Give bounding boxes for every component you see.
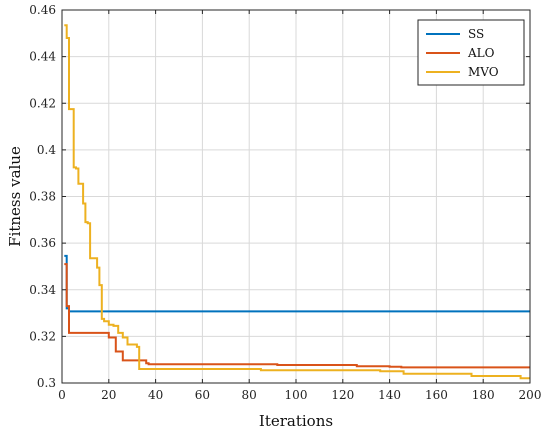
series-line-ss <box>64 254 530 313</box>
legend-label-alo: ALO <box>467 46 495 60</box>
legend: SS ALO MVO <box>417 19 525 86</box>
x-tick-label: 160 <box>425 388 448 402</box>
x-tick-label: 140 <box>378 388 401 402</box>
x-tick-label: 40 <box>148 388 163 402</box>
x-axis-label: Iterations <box>259 412 333 430</box>
series-lines <box>64 24 530 380</box>
y-tick-label: 0.44 <box>29 50 56 64</box>
x-tick-label: 0 <box>58 388 66 402</box>
legend-label-mvo: MVO <box>468 65 499 79</box>
x-tick-label: 20 <box>101 388 116 402</box>
y-tick-label: 0.46 <box>29 3 56 17</box>
x-tick-label: 180 <box>472 388 495 402</box>
y-tick-label: 0.34 <box>29 283 56 297</box>
x-tick-label: 200 <box>519 388 542 402</box>
series-line-alo <box>64 263 530 369</box>
x-tick-label: 100 <box>285 388 308 402</box>
x-tick-label: 80 <box>242 388 257 402</box>
legend-label-ss: SS <box>468 27 484 41</box>
y-tick-label: 0.42 <box>29 96 56 110</box>
y-tick-label: 0.3 <box>37 376 56 390</box>
y-tick-label: 0.38 <box>29 190 56 204</box>
x-tick-label: 60 <box>195 388 210 402</box>
y-axis-label: Fitness value <box>6 146 24 247</box>
y-tick-label: 0.36 <box>29 236 56 250</box>
series-line-mvo <box>64 24 530 380</box>
axis-ticks: 0 20 40 60 80 100 120 140 160 180 200 0.3 0.32 0.34 0.… <box>29 3 541 402</box>
y-tick-label: 0.32 <box>29 329 56 343</box>
y-tick-label: 0.4 <box>37 143 56 157</box>
x-tick-label: 120 <box>331 388 354 402</box>
